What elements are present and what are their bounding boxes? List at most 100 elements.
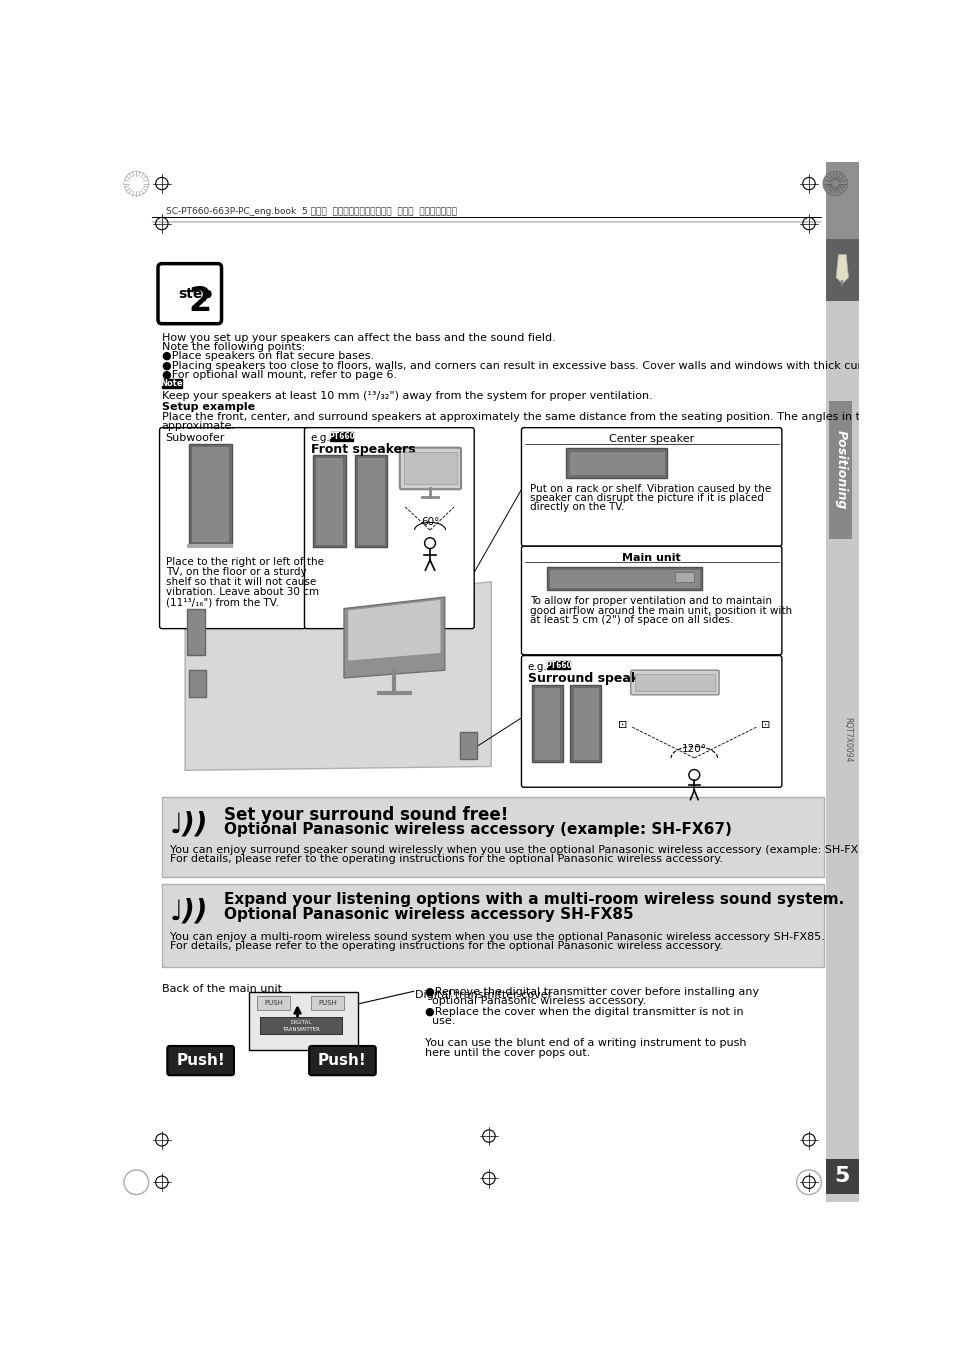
Bar — [825, 162, 858, 1202]
Text: (11¹³/₁₆") from the TV.: (11¹³/₁₆") from the TV. — [166, 597, 278, 608]
Bar — [674, 571, 694, 582]
Polygon shape — [835, 254, 847, 284]
Text: 120°: 120° — [681, 744, 706, 753]
Text: speaker can disrupt the picture if it is placed: speaker can disrupt the picture if it is… — [530, 493, 763, 504]
Text: PUSH: PUSH — [264, 1000, 283, 1006]
Bar — [825, 239, 858, 301]
Bar — [828, 401, 852, 539]
FancyBboxPatch shape — [630, 670, 719, 695]
Text: Push!: Push! — [176, 1053, 225, 1068]
Text: To allow for proper ventilation and to maintain: To allow for proper ventilation and to m… — [530, 597, 771, 606]
Bar — [572, 687, 598, 760]
Bar — [546, 662, 570, 670]
Text: For details, please refer to the operating instructions for the optional Panason: For details, please refer to the operati… — [170, 855, 721, 864]
Text: Front speakers: Front speakers — [311, 443, 415, 456]
FancyBboxPatch shape — [309, 1046, 375, 1075]
Bar — [257, 996, 290, 1010]
Text: directly on the TV.: directly on the TV. — [530, 502, 623, 513]
Text: ●Remove the digital transmitter cover before installing any: ●Remove the digital transmitter cover be… — [425, 987, 759, 996]
Bar — [311, 996, 344, 1010]
Text: Place to the right or left of the: Place to the right or left of the — [166, 558, 323, 567]
Text: ⊡: ⊡ — [760, 720, 769, 730]
Text: PT660: PT660 — [328, 432, 355, 441]
Text: Digital transmitter cover: Digital transmitter cover — [415, 990, 552, 1000]
Bar — [825, 1160, 858, 1193]
Text: ⊡: ⊡ — [618, 720, 627, 730]
Bar — [187, 609, 204, 655]
Text: DIGITAL
TRANSMITTER: DIGITAL TRANSMITTER — [282, 1021, 320, 1031]
Text: SC-PT660-663P-PC_eng.book  5 ページ  ２００７年１２月１１日  火曜日  午後６時２７分: SC-PT660-663P-PC_eng.book 5 ページ ２００７年１２月… — [166, 207, 456, 216]
Bar — [189, 444, 232, 544]
Text: vibration. Leave about 30 cm: vibration. Leave about 30 cm — [166, 587, 318, 597]
Bar — [634, 674, 715, 691]
FancyBboxPatch shape — [167, 1046, 233, 1075]
FancyBboxPatch shape — [158, 263, 221, 324]
Text: e.g.: e.g. — [527, 662, 547, 672]
Text: Put on a rack or shelf. Vibration caused by the: Put on a rack or shelf. Vibration caused… — [530, 483, 770, 494]
Text: ●For optional wall mount, refer to page 6.: ●For optional wall mount, refer to page … — [162, 370, 396, 379]
Text: You can use the blunt end of a writing instrument to push: You can use the blunt end of a writing i… — [425, 1038, 746, 1048]
Bar — [355, 455, 387, 547]
FancyBboxPatch shape — [159, 428, 306, 629]
Polygon shape — [185, 582, 491, 771]
Text: PT660: PT660 — [545, 660, 572, 670]
Text: Push!: Push! — [317, 1053, 367, 1068]
Bar — [549, 570, 699, 587]
Text: at least 5 cm (2") of space on all sides.: at least 5 cm (2") of space on all sides… — [530, 614, 733, 625]
Text: 2: 2 — [188, 285, 212, 317]
FancyBboxPatch shape — [304, 428, 474, 629]
Text: Setup example: Setup example — [162, 402, 254, 412]
Text: For details, please refer to the operating instructions for the optional Panason: For details, please refer to the operati… — [170, 941, 721, 952]
Polygon shape — [344, 597, 444, 678]
Text: You can enjoy a multi-room wireless sound system when you use the optional Panas: You can enjoy a multi-room wireless soun… — [170, 931, 823, 942]
Bar — [403, 451, 456, 483]
FancyBboxPatch shape — [399, 448, 460, 489]
Bar — [546, 567, 701, 590]
Text: How you set up your speakers can affect the bass and the sound field.: How you set up your speakers can affect … — [162, 333, 555, 343]
Bar — [825, 162, 858, 239]
Text: Keep your speakers at least 10 mm (¹³/₃₂") away from the system for proper venti: Keep your speakers at least 10 mm (¹³/₃₂… — [162, 390, 652, 401]
Text: Note the following points:: Note the following points: — [162, 342, 305, 352]
Text: Positioning: Positioning — [834, 431, 846, 510]
Text: use.: use. — [425, 1017, 456, 1026]
Text: Subwoofer: Subwoofer — [166, 433, 225, 443]
Text: ♩)): ♩)) — [170, 898, 208, 925]
Text: Optional Panasonic wireless accessory SH-FX85: Optional Panasonic wireless accessory SH… — [224, 907, 633, 922]
Text: Expand your listening options with a multi-room wireless sound system.: Expand your listening options with a mul… — [224, 892, 843, 907]
Text: Main unit: Main unit — [621, 552, 680, 563]
Text: here until the cover pops out.: here until the cover pops out. — [425, 1048, 590, 1057]
Bar — [356, 456, 385, 544]
Text: ●Place speakers on flat secure bases.: ●Place speakers on flat secure bases. — [162, 351, 374, 362]
Text: Surround speakers: Surround speakers — [527, 672, 659, 684]
Text: 5: 5 — [834, 1166, 849, 1187]
Bar — [534, 687, 559, 760]
Text: ●Replace the cover when the digital transmitter is not in: ●Replace the cover when the digital tran… — [425, 1007, 743, 1017]
Text: Optional Panasonic wireless accessory (example: SH-FX67): Optional Panasonic wireless accessory (e… — [224, 822, 731, 837]
Bar — [568, 451, 664, 475]
Bar — [162, 379, 182, 387]
Bar — [260, 1018, 342, 1034]
Bar — [249, 992, 357, 1050]
Bar — [570, 684, 600, 761]
Bar — [313, 455, 345, 547]
Bar — [531, 684, 562, 761]
Bar — [187, 544, 233, 548]
Text: TV, on the floor or a sturdy: TV, on the floor or a sturdy — [166, 567, 306, 576]
Text: You can enjoy surround speaker sound wirelessly when you use the optional Panaso: You can enjoy surround speaker sound wir… — [170, 845, 879, 855]
Text: approximate.: approximate. — [162, 421, 235, 432]
Text: Back of the main unit: Back of the main unit — [162, 984, 281, 995]
Text: optional Panasonic wireless accessory.: optional Panasonic wireless accessory. — [425, 996, 646, 1006]
FancyBboxPatch shape — [521, 428, 781, 547]
Text: Note: Note — [160, 379, 183, 387]
FancyBboxPatch shape — [521, 656, 781, 787]
Text: PUSH: PUSH — [318, 1000, 336, 1006]
Text: Set your surround sound free!: Set your surround sound free! — [224, 806, 508, 825]
Text: Center speaker: Center speaker — [608, 435, 694, 444]
Bar — [189, 670, 206, 697]
Polygon shape — [348, 599, 440, 662]
Text: Place the front, center, and surround speakers at approximately the same distanc: Place the front, center, and surround sp… — [162, 412, 944, 423]
Text: shelf so that it will not cause: shelf so that it will not cause — [166, 576, 315, 587]
Bar — [192, 446, 229, 541]
Text: RQT7X0094: RQT7X0094 — [842, 717, 851, 763]
Bar — [566, 448, 666, 478]
